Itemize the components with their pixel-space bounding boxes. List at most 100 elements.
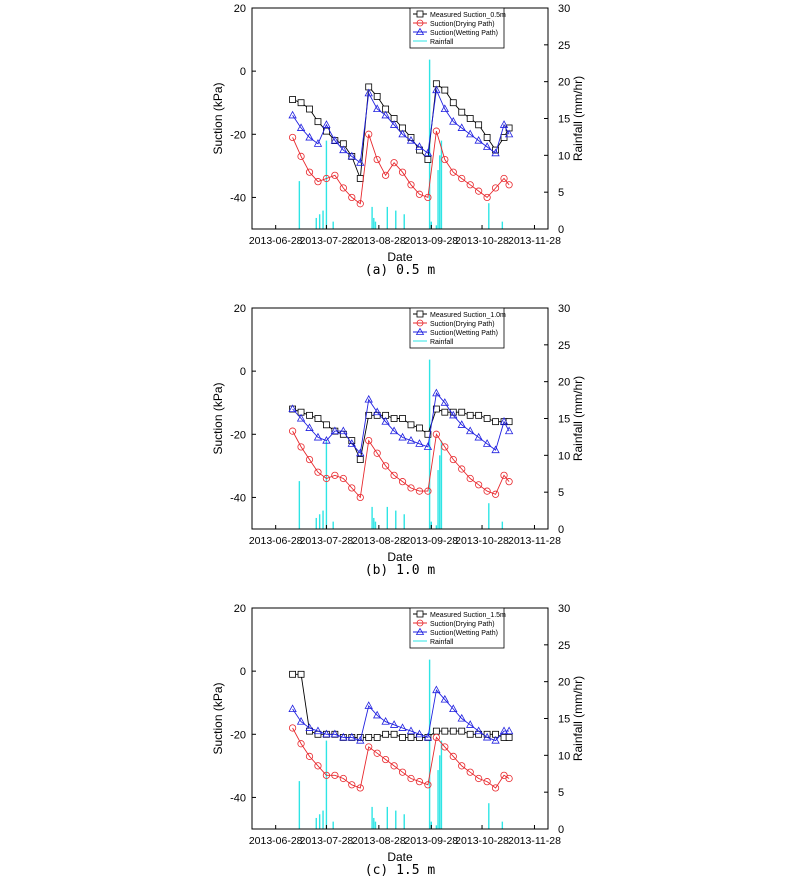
x-tick-label: 2013-08-28 (352, 535, 406, 547)
y2-tick-label: 0 (558, 224, 564, 236)
series-line (292, 130, 510, 205)
drying-point (331, 471, 339, 479)
series-line (292, 88, 510, 164)
wetting-point (398, 432, 407, 441)
caption-c: (c) 1.5 m (364, 863, 436, 878)
y-tick-label: 20 (234, 603, 246, 615)
drying-point (466, 768, 474, 776)
wetting-point (339, 145, 348, 154)
wetting-point (440, 398, 449, 406)
y-tick-label: -40 (230, 192, 246, 204)
measured-point (441, 408, 449, 416)
drying-point (491, 184, 500, 192)
measured-point (441, 727, 449, 735)
wetting-point (423, 732, 433, 741)
legend-label: Suction(Drying Path) (430, 321, 495, 328)
legend-square-marker (416, 10, 424, 18)
wetting-point (415, 142, 424, 150)
chart-panel-a: -40 -20 0 20 0 5 10 15 20 25 30 2013-06-28 2013-07-2… (0, 0, 800, 295)
y2-tick-label: 10 (558, 150, 570, 162)
wetting-point (305, 132, 314, 141)
measured-point (314, 118, 322, 126)
wetting-point (330, 729, 340, 738)
x-tick-label: 2013-11-28 (508, 535, 561, 547)
legend-label: Rainfall (430, 39, 454, 46)
drying-point (339, 474, 347, 483)
drying-point (432, 430, 440, 438)
measured-point (466, 115, 474, 122)
wetting-point (347, 732, 356, 741)
drying-point (407, 181, 415, 189)
wetting-point (466, 129, 475, 138)
drying-point (297, 740, 305, 748)
drying-point (365, 130, 373, 138)
drying-point (382, 171, 390, 179)
wetting-point (305, 723, 314, 731)
wetting-point (322, 435, 331, 444)
drying-point (500, 471, 508, 479)
x-axis-label: Date (387, 250, 413, 264)
x-tick-label: 2013-08-28 (352, 835, 406, 847)
wetting-point (432, 85, 441, 94)
wetting-point (474, 432, 483, 441)
y-tick-label: 20 (234, 3, 246, 15)
drying-point (415, 778, 424, 786)
y-tick-label: -40 (230, 792, 246, 804)
drying-point (398, 168, 407, 176)
drying-point (449, 455, 457, 464)
x-tick-label: 2013-10-28 (455, 235, 509, 247)
drying-point (415, 190, 424, 198)
wetting-point (432, 685, 441, 694)
measured-point (289, 670, 296, 678)
y2-tick-label: 25 (558, 40, 570, 52)
wetting-point (423, 148, 433, 157)
measured-point (458, 727, 466, 735)
legend-triangle-marker (415, 27, 425, 35)
wetting-point (356, 448, 365, 457)
wetting-point (466, 720, 475, 728)
x-tick-label: 2013-07-28 (300, 535, 354, 547)
drying-point (483, 487, 491, 495)
measured-point (306, 105, 313, 113)
x-tick-label: 2013-07-28 (300, 235, 354, 247)
measured-point (483, 134, 491, 141)
drying-point (458, 465, 466, 473)
x-tick-label: 2013-07-28 (300, 835, 354, 847)
drying-point (441, 443, 449, 451)
x-tick-label: 2013-09-28 (404, 535, 458, 547)
y2-axis-label: Rainfall (mm/hr) (571, 376, 585, 461)
drying-point (424, 487, 432, 495)
wetting-point (322, 120, 331, 128)
y2-tick-label: 0 (558, 824, 564, 836)
drying-point (390, 762, 398, 770)
measured-point (449, 99, 457, 107)
legend-label: Suction(Drying Path) (430, 21, 495, 28)
wetting-point (457, 420, 466, 428)
wetting-point (364, 88, 373, 97)
drying-point (348, 484, 356, 492)
measured-point (373, 734, 381, 741)
y2-tick-label: 25 (558, 640, 570, 652)
measured-point (416, 424, 423, 432)
x-tick-label: 2013-08-28 (352, 235, 406, 247)
y-tick-label: 0 (240, 366, 246, 378)
measured-point (399, 734, 406, 741)
drying-point (441, 155, 449, 164)
measured-point (314, 415, 322, 422)
wetting-point (499, 726, 509, 735)
wetting-point (406, 435, 416, 444)
x-tick-label: 2013-06-28 (249, 235, 303, 247)
drying-point (331, 771, 339, 779)
measured-point (382, 730, 390, 738)
wetting-point (491, 735, 500, 744)
y2-tick-label: 15 (558, 714, 570, 726)
drying-point (415, 487, 424, 495)
wetting-point (499, 120, 509, 128)
drying-point (373, 155, 381, 164)
drying-point (424, 193, 432, 202)
measured-point (432, 405, 440, 413)
wetting-point (372, 407, 382, 416)
drying-point (373, 449, 381, 457)
y2-tick-label: 15 (558, 114, 570, 126)
wetting-point (347, 151, 356, 160)
